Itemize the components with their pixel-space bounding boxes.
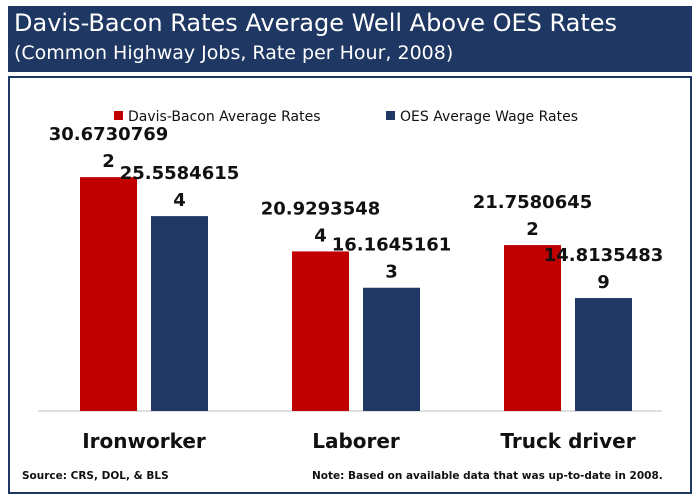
bar xyxy=(80,177,137,411)
bar xyxy=(575,298,632,411)
legend-label: Davis-Bacon Average Rates xyxy=(128,109,321,125)
chart-title: Davis-Bacon Rates Average Well Above OES… xyxy=(14,9,618,37)
category-label: Ironworker xyxy=(82,429,206,453)
data-label: 2 xyxy=(526,219,539,240)
bar xyxy=(504,245,561,411)
data-label: 21.7580645 xyxy=(473,192,593,213)
data-label: 30.6730769 xyxy=(49,124,169,145)
bar xyxy=(363,287,420,411)
data-label: 20.9293548 xyxy=(261,198,381,219)
chart-panel xyxy=(8,76,692,494)
footnote: Note: Based on available data that was u… xyxy=(312,470,663,482)
title-banner: Davis-Bacon Rates Average Well Above OES… xyxy=(8,6,692,72)
data-label: 25.5584615 xyxy=(120,163,240,184)
chart-subtitle: (Common Highway Jobs, Rate per Hour, 200… xyxy=(14,42,454,64)
data-label: 14.8135483 xyxy=(544,245,664,266)
data-label: 4 xyxy=(314,225,327,246)
source-note: Source: CRS, DOL, & BLS xyxy=(22,470,169,482)
data-label: 3 xyxy=(385,262,398,283)
category-label: Laborer xyxy=(312,429,400,453)
data-label: 2 xyxy=(102,151,115,172)
bar xyxy=(292,251,349,411)
category-label: Truck driver xyxy=(500,429,635,453)
data-label: 16.1645161 xyxy=(332,235,452,256)
legend-swatch xyxy=(114,111,123,120)
legend-label: OES Average Wage Rates xyxy=(400,109,578,125)
bar xyxy=(151,216,208,411)
legend-swatch xyxy=(386,111,395,120)
data-label: 4 xyxy=(173,190,186,211)
data-label: 9 xyxy=(597,272,610,293)
